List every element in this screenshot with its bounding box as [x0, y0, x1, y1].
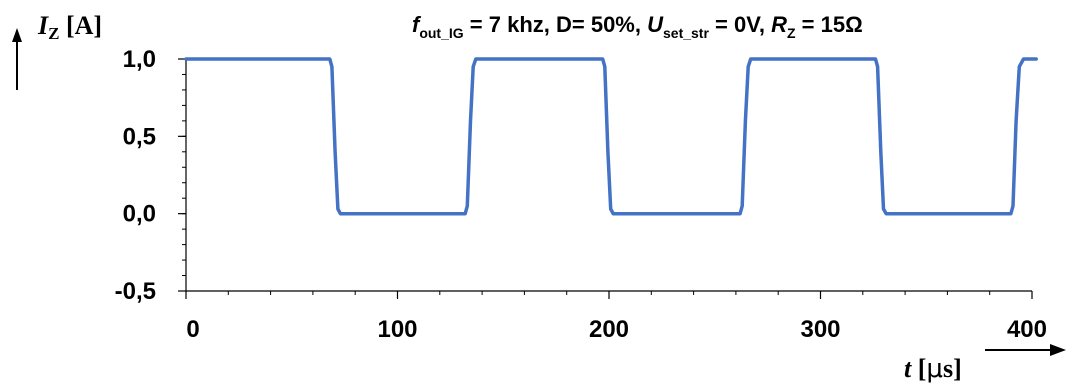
series-line [184, 57, 1038, 216]
ann-r-symbol: R [771, 12, 787, 37]
ann-f-rest: = 7 khz, D= 50%, [464, 12, 647, 37]
x-tick-label: 400 [1007, 316, 1047, 343]
x-tick-label: 200 [589, 316, 629, 343]
ann-f-symbol: f [412, 12, 422, 37]
ann-u-symbol: U [647, 12, 664, 37]
chart-annotation: fout_IG = 7 khz, D= 50%, Uset_str = 0V, … [412, 12, 863, 41]
x-tick-label: 300 [800, 316, 840, 343]
tick-labels: 1,0 0,5 0,0 -0,5 0 100 200 300 400 [115, 46, 1047, 343]
y-tick-label: 0,5 [123, 123, 156, 150]
x-label-unit-rest: s] [943, 354, 962, 383]
y-label-arrowhead [12, 28, 22, 42]
axes [178, 58, 1033, 299]
x-tick-label: 100 [377, 316, 417, 343]
x-tick-label: 0 [186, 316, 199, 343]
y-label-sub: Z [48, 24, 59, 43]
x-axis-label: t [μs] [904, 354, 962, 384]
y-tick-label: 1,0 [123, 46, 156, 73]
x-label-symbol: t [904, 354, 912, 383]
ann-r-rest: = 15Ω [796, 12, 863, 37]
ann-r-sub: Z [787, 25, 796, 41]
ann-u-sub: set_str [663, 25, 709, 41]
x-label-unit-open: [ [911, 354, 926, 383]
x-label-mu: μ [926, 354, 943, 384]
series-group [184, 57, 1038, 216]
ann-f-sub: out_IG [419, 25, 463, 41]
y-tick-label: -0,5 [115, 278, 156, 305]
y-label-symbol: I [37, 11, 49, 40]
y-axis-label: IZ [A] [37, 11, 102, 43]
ann-u-rest: = 0V, [709, 12, 771, 37]
y-tick-label: 0,0 [123, 201, 156, 228]
x-label-arrowhead [1050, 344, 1066, 356]
y-label-unit: [A] [59, 11, 102, 40]
